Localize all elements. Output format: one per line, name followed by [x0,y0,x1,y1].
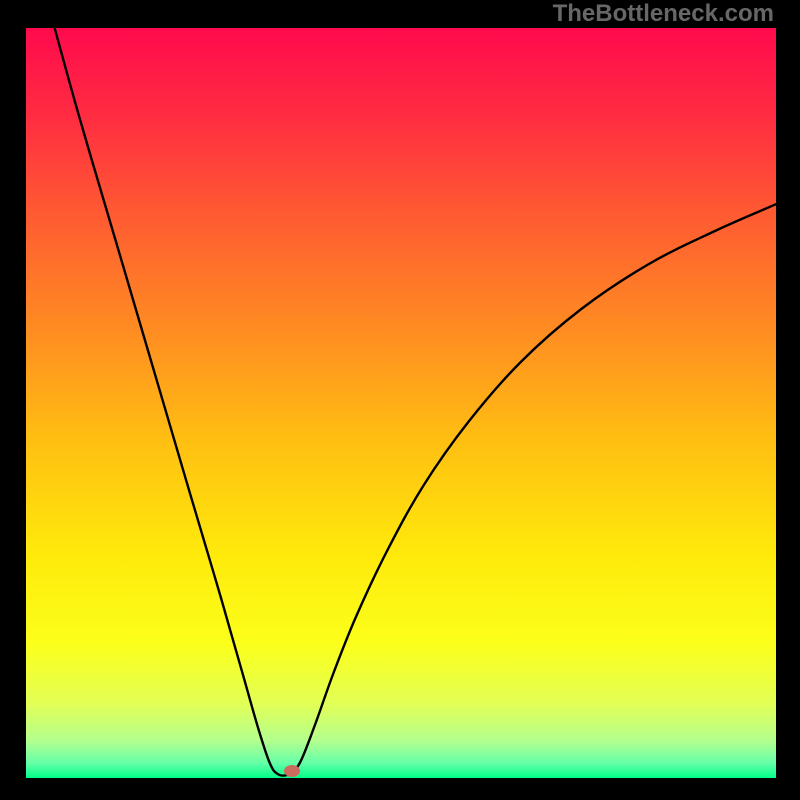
optimal-point-marker [284,765,300,777]
watermark-text: TheBottleneck.com [553,0,774,28]
plot-area [26,28,776,778]
chart-frame: TheBottleneck.com [0,0,800,800]
bottleneck-curve [26,28,776,778]
